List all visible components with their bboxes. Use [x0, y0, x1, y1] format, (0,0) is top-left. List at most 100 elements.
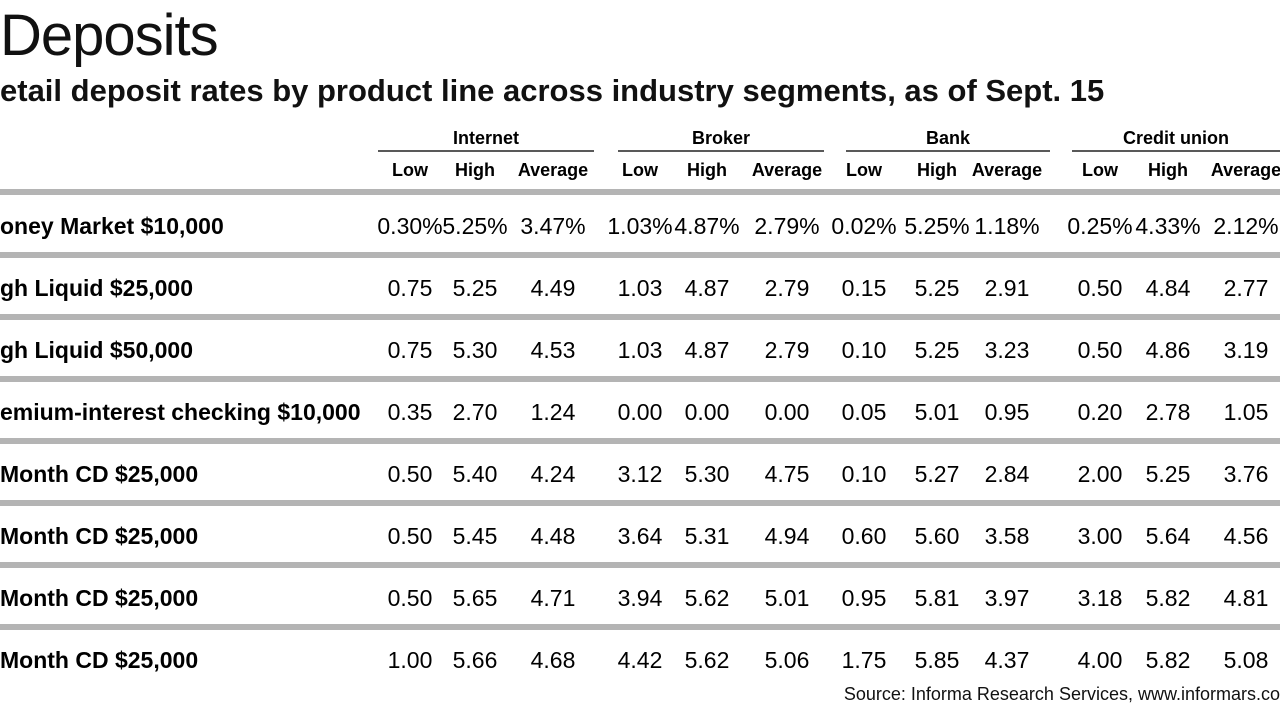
row-label: gh Liquid $50,000: [0, 337, 193, 363]
table-cell: 0.02%: [831, 213, 896, 239]
table-cell: 0.00: [618, 399, 663, 425]
table-cell: 5.25: [915, 275, 960, 301]
table-cell: 5.64: [1146, 523, 1191, 549]
table-cell: 0.05: [842, 399, 887, 425]
row-label: Month CD $25,000: [0, 461, 198, 487]
table-cell: 2.78: [1146, 399, 1191, 425]
table-cell: 3.18: [1078, 585, 1123, 611]
table-cell: 0.50: [1078, 337, 1123, 363]
table-cell: 2.79%: [754, 213, 819, 239]
table-cell: 3.23: [985, 337, 1030, 363]
chart-subtitle: etail deposit rates by product line acro…: [0, 73, 1105, 108]
table-cell: 2.12%: [1213, 213, 1278, 239]
row-label: Month CD $25,000: [0, 647, 198, 673]
table-cell: 5.85: [915, 647, 960, 673]
table-cell: 5.60: [915, 523, 960, 549]
table-cell: 0.50: [388, 523, 433, 549]
column-header: Average: [1211, 160, 1280, 180]
table-cell: 3.76: [1224, 461, 1269, 487]
table-cell: 5.81: [915, 585, 960, 611]
table-cell: 4.71: [531, 585, 576, 611]
table-cell: 5.25%: [442, 213, 507, 239]
table-cell: 5.25%: [904, 213, 969, 239]
table-cell: 5.06: [765, 647, 810, 673]
table-cell: 2.91: [985, 275, 1030, 301]
table-cell: 0.15: [842, 275, 887, 301]
column-header: Low: [622, 160, 659, 180]
table-cell: 3.12: [618, 461, 663, 487]
table-cell: 0.50: [388, 461, 433, 487]
table-cell: 2.79: [765, 275, 810, 301]
row-separator: [0, 624, 1280, 630]
table-cell: 5.25: [453, 275, 498, 301]
table-cell: 4.86: [1146, 337, 1191, 363]
table-cell: 0.10: [842, 461, 887, 487]
table-cell: 0.95: [842, 585, 887, 611]
row-label: Month CD $25,000: [0, 523, 198, 549]
column-header: Average: [752, 160, 822, 180]
table-cell: 4.00: [1078, 647, 1123, 673]
row-separator: [0, 376, 1280, 382]
table-cell: 5.31: [685, 523, 730, 549]
table-cell: 1.18%: [974, 213, 1039, 239]
table-cell: 3.94: [618, 585, 663, 611]
table-cell: 3.00: [1078, 523, 1123, 549]
table-cell: 4.33%: [1135, 213, 1200, 239]
table-cell: 4.94: [765, 523, 810, 549]
row-label: Month CD $25,000: [0, 585, 198, 611]
table-cell: 5.62: [685, 585, 730, 611]
table-cell: 2.79: [765, 337, 810, 363]
chart-title: Deposits: [0, 3, 219, 68]
table-cell: 5.01: [765, 585, 810, 611]
row-separator: [0, 438, 1280, 444]
column-header: Average: [972, 160, 1042, 180]
group-header: Broker: [692, 128, 750, 148]
table-cell: 0.10: [842, 337, 887, 363]
table-cell: 4.68: [531, 647, 576, 673]
table-cell: 5.66: [453, 647, 498, 673]
table-cell: 4.84: [1146, 275, 1191, 301]
table-cell: 4.75: [765, 461, 810, 487]
table-cell: 5.25: [915, 337, 960, 363]
table-cell: 4.87: [685, 275, 730, 301]
table-cell: 4.24: [531, 461, 576, 487]
column-header: High: [455, 160, 495, 180]
table-cell: 0.30%: [377, 213, 442, 239]
table-cell: 3.64: [618, 523, 663, 549]
table-cell: 5.40: [453, 461, 498, 487]
table-cell: 1.03: [618, 337, 663, 363]
table-cell: 5.27: [915, 461, 960, 487]
column-header: High: [687, 160, 727, 180]
column-header: High: [917, 160, 957, 180]
table-cell: 3.19: [1224, 337, 1269, 363]
table-cell: 2.70: [453, 399, 498, 425]
column-header: Low: [392, 160, 429, 180]
table-cell: 5.82: [1146, 585, 1191, 611]
table-cell: 4.49: [531, 275, 576, 301]
table-cell: 4.37: [985, 647, 1030, 673]
table-cell: 0.60: [842, 523, 887, 549]
row-separator: [0, 189, 1280, 195]
table-cell: 3.97: [985, 585, 1030, 611]
table-cell: 1.00: [388, 647, 433, 673]
table-cell: 5.25: [1146, 461, 1191, 487]
group-header: Internet: [453, 128, 519, 148]
table-cell: 5.62: [685, 647, 730, 673]
row-separator: [0, 562, 1280, 568]
table-cell: 0.75: [388, 337, 433, 363]
row-separator: [0, 314, 1280, 320]
table-cell: 0.35: [388, 399, 433, 425]
table-cell: 4.42: [618, 647, 663, 673]
table-cell: 0.50: [388, 585, 433, 611]
table-cell: 5.45: [453, 523, 498, 549]
table-cell: 5.01: [915, 399, 960, 425]
table-cell: 4.81: [1224, 585, 1269, 611]
table-cell: 4.56: [1224, 523, 1269, 549]
table-cell: 0.20: [1078, 399, 1123, 425]
table-cell: 0.75: [388, 275, 433, 301]
table-cell: 3.47%: [520, 213, 585, 239]
table-cell: 0.50: [1078, 275, 1123, 301]
source-note: Source: Informa Research Services, www.i…: [843, 684, 1280, 704]
column-header: Low: [1082, 160, 1119, 180]
